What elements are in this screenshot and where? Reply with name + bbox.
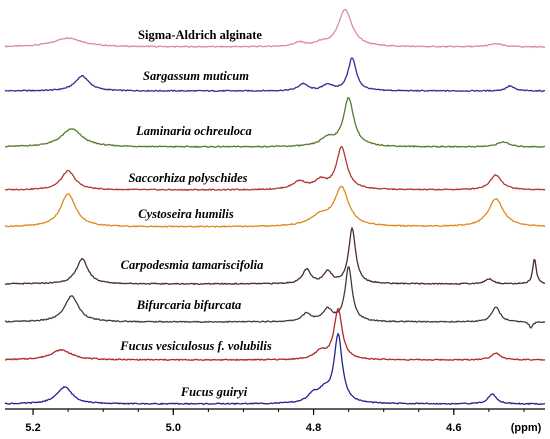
x-tick-label: 4.6 — [446, 422, 461, 434]
x-axis: 5.2 5.0 4.8 4.6 (ppm) — [5, 408, 545, 434]
spectrum-label-6: Carpodesmia tamariscifolia — [121, 258, 264, 272]
x-tick-label: 5.0 — [166, 422, 181, 434]
spectrum-labels: Sigma-Aldrich alginate Sargassum muticum L… — [119, 28, 272, 399]
spectrum-label-8: Fucus vesiculosus f. volubilis — [119, 339, 272, 353]
x-axis-unit-label: (ppm) — [511, 422, 542, 434]
spectrum-label-1: Sigma-Aldrich alginate — [138, 28, 262, 42]
spectra-traces — [4, 8, 546, 406]
spectrum-label-5: Cystoseira humilis — [138, 207, 234, 221]
spectrum-label-2: Sargassum muticum — [143, 69, 249, 83]
spectrum-label-4: Saccorhiza polyschides — [128, 171, 247, 185]
spectrum-trace-9 — [4, 332, 546, 406]
spectrum-trace-7 — [4, 265, 546, 329]
x-tick-label: 4.8 — [306, 422, 321, 434]
spectrum-trace-6 — [4, 226, 546, 286]
spectrum-trace-3 — [4, 97, 546, 149]
x-tick-label: 5.2 — [25, 422, 40, 434]
spectrum-label-3: Laminaria ochreuloca — [135, 124, 252, 138]
spectrum-label-7: Bifurcaria bifurcata — [136, 298, 242, 312]
spectrum-label-9: Fucus guiryi — [180, 385, 248, 399]
spectrum-trace-5 — [4, 185, 546, 228]
spectrum-trace-1 — [4, 8, 546, 49]
spectrum-trace-4 — [4, 146, 546, 192]
spectrum-trace-8 — [5, 307, 546, 362]
spectrum-trace-2 — [4, 57, 546, 93]
